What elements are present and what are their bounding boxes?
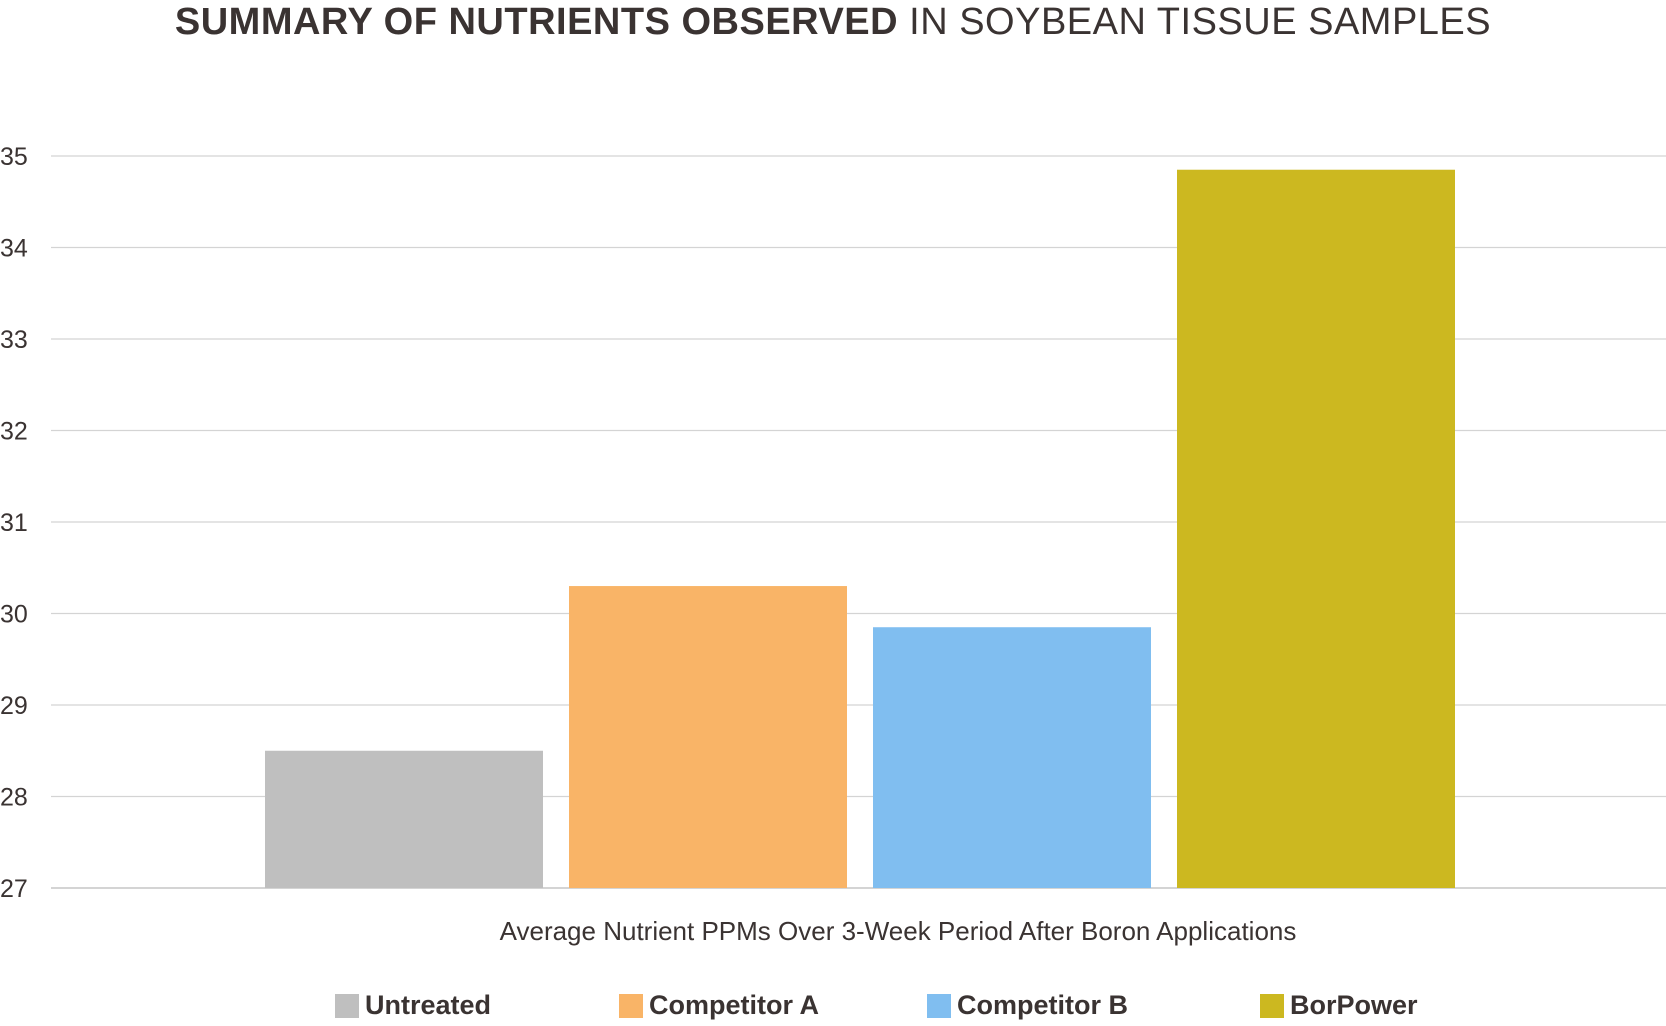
x-axis-label: Average Nutrient PPMs Over 3-Week Period… <box>500 916 1297 946</box>
legend-label: Competitor A <box>649 990 819 1020</box>
legend-swatch <box>619 993 643 1018</box>
bar-chart: 27 28 29 30 31 32 33 34 35 Average Nutrient PPMs… <box>0 143 1666 946</box>
bar-competitor-a <box>569 586 847 888</box>
y-tick-label: 32 <box>0 418 28 446</box>
bar-untreated <box>265 750 543 888</box>
y-tick-label: 30 <box>0 601 28 629</box>
y-tick-label: 33 <box>0 326 28 354</box>
y-tick-label: 35 <box>0 143 28 171</box>
bar-borpower <box>1177 169 1455 889</box>
legend-item: Competitor A <box>619 990 819 1021</box>
legend-swatch <box>927 993 951 1018</box>
y-tick-label: 29 <box>0 692 28 720</box>
legend-label: BorPower <box>1290 990 1418 1020</box>
y-tick-label: 34 <box>0 235 28 263</box>
legend-label: Untreated <box>365 990 492 1020</box>
legend-swatch <box>335 993 359 1018</box>
chart-title-light: IN SOYBEAN TISSUE SAMPLES <box>909 1 1492 43</box>
legend-swatch <box>1260 993 1284 1018</box>
bar-competitor-b <box>873 627 1151 888</box>
chart-title: SUMMARY OF NUTRIENTS OBSERVED IN SOYBEAN… <box>0 0 1666 44</box>
legend-item: Untreated <box>335 990 491 1021</box>
y-tick-label: 28 <box>0 784 28 812</box>
legend-item: Competitor B <box>927 990 1128 1021</box>
legend-item: BorPower <box>1260 990 1418 1021</box>
y-tick-label: 27 <box>0 875 28 903</box>
legend-label: Competitor B <box>957 990 1128 1020</box>
legend: Untreated Competitor A Competitor B BorPowe… <box>0 990 1666 1026</box>
y-tick-label: 31 <box>0 509 28 537</box>
chart-title-bold: SUMMARY OF NUTRIENTS OBSERVED <box>174 1 899 43</box>
